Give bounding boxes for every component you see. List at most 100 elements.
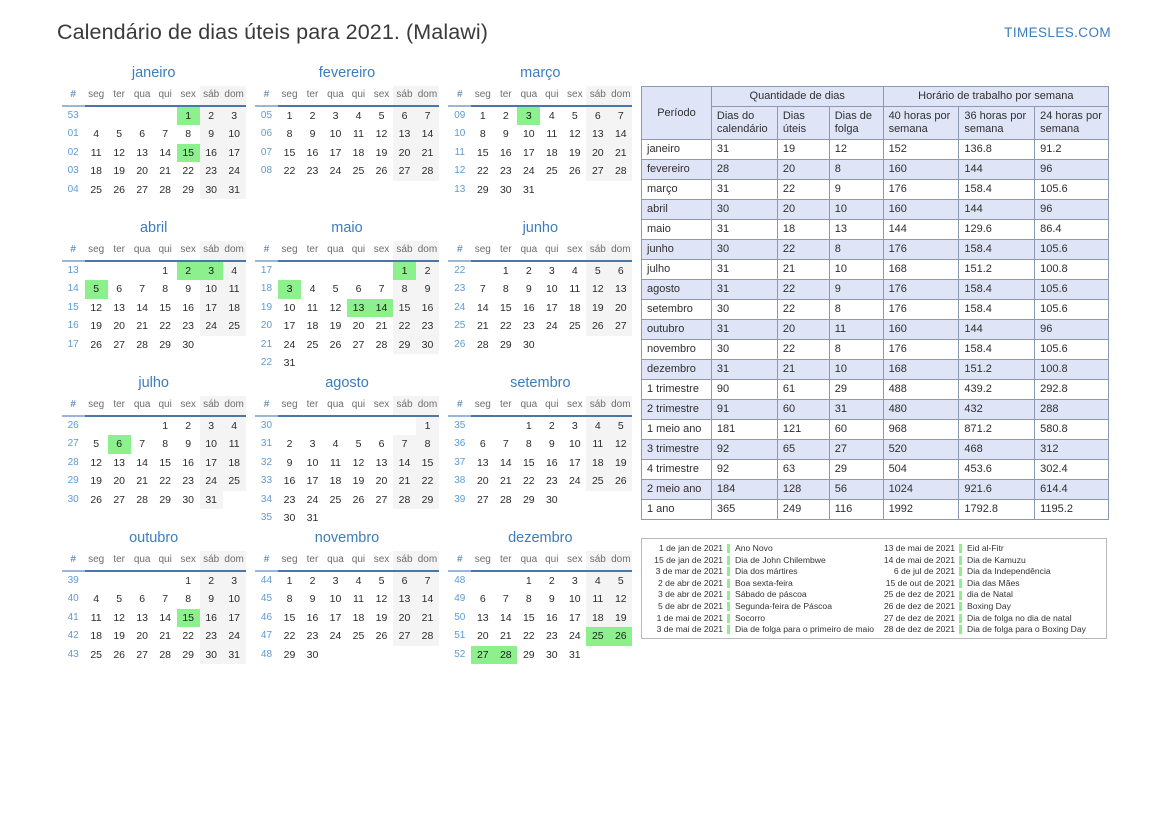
calendar-day[interactable]: 31 [522,183,535,196]
calendar-day[interactable]: 12 [568,128,581,140]
calendar-day[interactable]: 20 [136,165,148,177]
calendar-day[interactable]: 16 [182,301,194,314]
calendar-day[interactable]: 18 [306,320,319,332]
calendar-day[interactable]: 9 [525,283,532,295]
calendar-day[interactable]: 25 [90,648,102,661]
calendar-day[interactable]: 28 [392,490,416,509]
calendar-day[interactable]: 7 [415,570,439,590]
calendar-day[interactable]: 1 [162,264,169,277]
calendar-day[interactable]: 29 [182,648,194,661]
calendar-day[interactable]: 16 [415,298,439,317]
calendar-day[interactable]: 17 [222,143,246,162]
calendar-day[interactable]: 16 [199,608,223,627]
calendar-day[interactable]: 11 [569,283,581,295]
calendar-day[interactable]: 25 [352,630,365,642]
calendar-day[interactable]: 14 [136,301,148,314]
calendar-day[interactable]: 1 [286,574,293,587]
calendar-day[interactable]: 13 [375,456,388,469]
calendar-day[interactable]: 8 [286,128,293,140]
calendar-day[interactable]: 18 [90,630,102,642]
calendar-day[interactable]: 5 [355,438,362,450]
calendar-day[interactable]: 25 [90,183,102,196]
calendar-day[interactable]: 5 [609,570,633,590]
calendar-day[interactable]: 12 [375,593,388,605]
calendar-day[interactable]: 13 [113,301,125,314]
calendar-day[interactable]: 22 [522,475,535,487]
calendar-day[interactable]: 18 [222,298,246,317]
calendar-day[interactable]: 21 [392,472,416,491]
calendar-day[interactable]: 7 [502,438,509,450]
calendar-day[interactable]: 12 [113,611,125,624]
calendar-day[interactable]: 9 [199,125,223,144]
calendar-day[interactable]: 13 [586,125,610,144]
calendar-day[interactable]: 9 [415,280,439,299]
calendar-day[interactable]: 16 [199,143,223,162]
calendar-day[interactable]: 16 [545,456,558,469]
calendar-day[interactable]: 15 [392,298,416,317]
calendar-day-holiday[interactable]: 27 [471,645,495,664]
calendar-day[interactable]: 11 [307,301,318,314]
calendar-day[interactable]: 8 [185,593,192,605]
calendar-day[interactable]: 28 [415,162,439,181]
calendar-day[interactable]: 11 [353,593,364,605]
calendar-day[interactable]: 28 [159,648,171,661]
calendar-day[interactable]: 13 [392,590,416,609]
calendar-day[interactable]: 6 [392,105,416,125]
calendar-day[interactable]: 29 [159,338,171,351]
calendar-day[interactable]: 23 [306,630,319,642]
calendar-day[interactable]: 23 [199,162,223,181]
calendar-day[interactable]: 2 [502,109,509,122]
calendar-day[interactable]: 22 [415,472,439,491]
calendar-day[interactable]: 19 [113,630,125,642]
calendar-day[interactable]: 30 [415,335,439,354]
calendar-day[interactable]: 11 [586,435,610,454]
calendar-day[interactable]: 2 [309,574,316,587]
calendar-day-holiday[interactable]: 5 [84,280,108,299]
calendar-day[interactable]: 8 [392,280,416,299]
calendar-day[interactable]: 10 [222,590,246,609]
calendar-day[interactable]: 15 [159,301,171,314]
calendar-day[interactable]: 8 [479,128,486,140]
calendar-day[interactable]: 15 [159,456,171,469]
calendar-day[interactable]: 17 [545,301,558,314]
calendar-day[interactable]: 18 [586,608,610,627]
calendar-day[interactable]: 21 [499,475,512,487]
calendar-day[interactable]: 20 [476,475,489,487]
calendar-day[interactable]: 9 [185,438,192,450]
calendar-day[interactable]: 25 [222,472,246,491]
calendar-day[interactable]: 23 [545,475,558,487]
calendar-day[interactable]: 25 [568,320,581,332]
calendar-day[interactable]: 10 [283,301,296,314]
calendar-day[interactable]: 27 [476,493,489,506]
calendar-day[interactable]: 2 [525,264,532,277]
calendar-day[interactable]: 23 [415,317,439,336]
calendar-day[interactable]: 28 [375,338,388,351]
calendar-day[interactable]: 4 [222,260,246,280]
calendar-day[interactable]: 17 [329,611,342,624]
calendar-day[interactable]: 29 [476,183,489,196]
calendar-day[interactable]: 2 [286,438,293,450]
calendar-day[interactable]: 23 [182,475,194,487]
calendar-day[interactable]: 31 [222,180,246,199]
calendar-day[interactable]: 8 [286,593,293,605]
calendar-day[interactable]: 7 [392,435,416,454]
calendar-day[interactable]: 25 [545,165,558,177]
calendar-day[interactable]: 30 [545,648,558,661]
calendar-day[interactable]: 8 [162,438,169,450]
calendar-day[interactable]: 18 [352,146,365,159]
calendar-day[interactable]: 23 [306,165,319,177]
calendar-day[interactable]: 21 [375,320,388,332]
calendar-day[interactable]: 23 [182,320,194,332]
calendar-day[interactable]: 16 [499,146,512,159]
calendar-day[interactable]: 26 [586,317,610,336]
calendar-day[interactable]: 19 [90,475,102,487]
calendar-day[interactable]: 11 [90,611,102,624]
calendar-day[interactable]: 24 [306,493,319,506]
calendar-day[interactable]: 10 [329,128,342,140]
calendar-day[interactable]: 24 [568,630,581,642]
calendar-day[interactable]: 24 [329,630,342,642]
calendar-day[interactable]: 30 [522,338,535,351]
calendar-day[interactable]: 30 [199,180,223,199]
calendar-day[interactable]: 23 [545,630,558,642]
calendar-day[interactable]: 19 [586,298,610,317]
